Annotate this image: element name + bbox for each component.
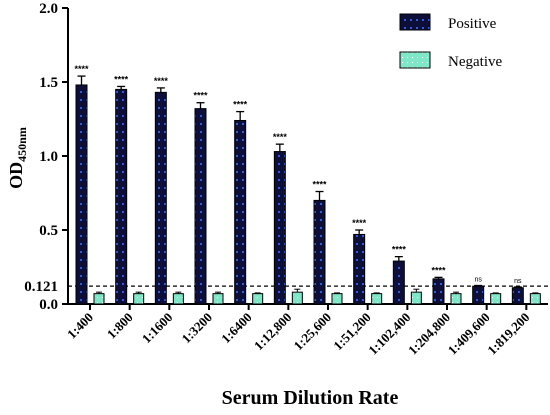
x-tick-label: 1:6400 — [218, 310, 255, 347]
bar-negative — [371, 293, 383, 305]
significance-label: ns — [514, 278, 522, 285]
significance-label: **** — [392, 245, 407, 255]
y-tick-label: 1.5 — [39, 75, 58, 91]
significance-label: **** — [273, 132, 288, 142]
bars: **** **** **** **** **** **** **** **** **** ****… — [74, 64, 541, 305]
significance-label: **** — [431, 265, 446, 275]
x-tick-label: 1:1600 — [139, 310, 176, 347]
legend-swatch-positive — [399, 13, 431, 31]
bar-negative — [291, 291, 303, 305]
y-axis-label: OD450nm — [6, 127, 29, 189]
bar-positive — [511, 287, 524, 305]
cutoff-label: 0.121 — [24, 279, 58, 295]
y-tick-label: 0.0 — [39, 297, 58, 313]
bar-negative — [93, 293, 105, 305]
legend: Positive Negative — [399, 13, 502, 70]
y-tick-label: 2.0 — [39, 1, 58, 17]
x-tick-label: 1:204,800 — [405, 310, 453, 358]
bar-positive — [432, 278, 445, 305]
x-tick-label: 1:819,200 — [484, 310, 532, 358]
bar-negative — [252, 293, 264, 305]
x-tick-label: 1:12,800 — [251, 310, 295, 354]
bar-positive — [75, 84, 88, 305]
significance-label: **** — [233, 100, 248, 110]
bar-negative — [410, 291, 422, 305]
bar-negative — [212, 293, 224, 305]
significance-label: **** — [74, 64, 89, 74]
legend-label-positive: Positive — [448, 16, 497, 32]
legend-label-negative: Negative — [448, 54, 502, 70]
significance-label: ns — [474, 277, 482, 284]
bar-positive — [234, 119, 247, 305]
x-tick-label: 1:409,600 — [445, 310, 493, 358]
bar-negative — [490, 293, 502, 305]
bar-positive — [273, 151, 286, 305]
bar-negative — [172, 293, 184, 305]
bar-positive — [115, 88, 128, 305]
bar-negative — [529, 293, 541, 305]
y-axis-label-sub: 450nm — [15, 127, 29, 162]
bar-positive — [392, 260, 405, 305]
x-tick-label: 1:3200 — [178, 310, 215, 347]
significance-label: **** — [114, 74, 129, 84]
x-tick-label: 1:400 — [64, 310, 96, 342]
y-tick-label: 0.5 — [39, 223, 58, 239]
significance-label: **** — [352, 218, 367, 228]
significance-label: **** — [193, 91, 208, 101]
bar-positive — [353, 233, 366, 305]
bar-positive — [154, 91, 167, 305]
x-tick-label: 1:800 — [104, 310, 136, 342]
bar-negative — [133, 293, 145, 305]
y-axis-label-main: OD — [6, 162, 26, 189]
legend-swatch-negative — [399, 51, 431, 69]
x-tick-label: 1:102,400 — [365, 310, 413, 358]
bar-negative — [331, 293, 343, 305]
bar-positive — [313, 199, 326, 305]
significance-label: **** — [154, 76, 169, 86]
x-tick-label: 1:25,600 — [291, 310, 335, 354]
bar-positive — [472, 285, 485, 305]
bar-positive — [194, 108, 207, 305]
x-axis-label: Serum Dilution Rate — [222, 387, 399, 409]
bar-negative — [450, 293, 462, 305]
significance-label: **** — [312, 180, 327, 190]
y-tick-label: 1.0 — [39, 149, 58, 165]
